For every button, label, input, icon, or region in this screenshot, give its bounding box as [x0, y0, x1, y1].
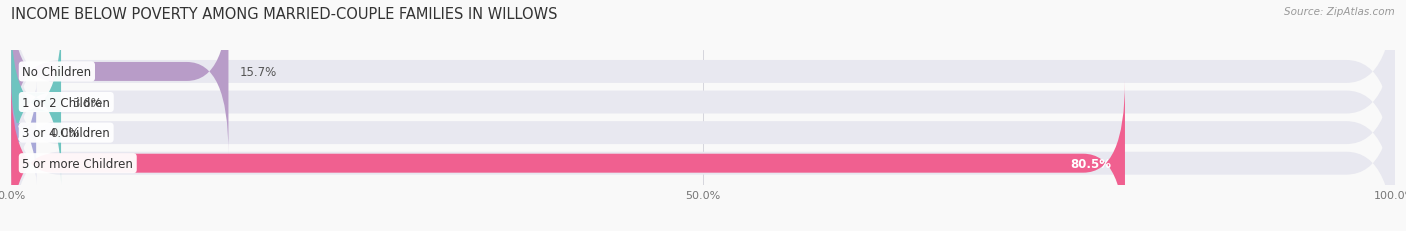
- FancyBboxPatch shape: [8, 82, 39, 185]
- Text: Source: ZipAtlas.com: Source: ZipAtlas.com: [1284, 7, 1395, 17]
- Text: 0.0%: 0.0%: [51, 127, 80, 140]
- Text: No Children: No Children: [22, 66, 91, 79]
- Text: 5 or more Children: 5 or more Children: [22, 157, 134, 170]
- FancyBboxPatch shape: [11, 38, 1395, 228]
- Text: 3 or 4 Children: 3 or 4 Children: [22, 127, 110, 140]
- Text: 15.7%: 15.7%: [239, 66, 277, 79]
- Text: 80.5%: 80.5%: [1070, 157, 1111, 170]
- FancyBboxPatch shape: [11, 68, 1395, 231]
- Text: 1 or 2 Children: 1 or 2 Children: [22, 96, 110, 109]
- FancyBboxPatch shape: [11, 82, 1125, 231]
- FancyBboxPatch shape: [11, 7, 1395, 198]
- Text: INCOME BELOW POVERTY AMONG MARRIED-COUPLE FAMILIES IN WILLOWS: INCOME BELOW POVERTY AMONG MARRIED-COUPL…: [11, 7, 558, 22]
- FancyBboxPatch shape: [11, 21, 60, 185]
- FancyBboxPatch shape: [11, 0, 1395, 167]
- Text: 3.6%: 3.6%: [72, 96, 101, 109]
- FancyBboxPatch shape: [11, 0, 228, 154]
